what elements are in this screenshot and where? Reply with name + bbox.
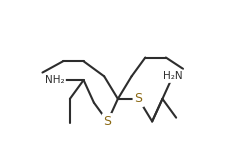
Text: S: S (134, 92, 142, 105)
Text: H₂N: H₂N (162, 71, 182, 81)
Text: S: S (103, 115, 111, 128)
Text: NH₂: NH₂ (44, 75, 64, 85)
